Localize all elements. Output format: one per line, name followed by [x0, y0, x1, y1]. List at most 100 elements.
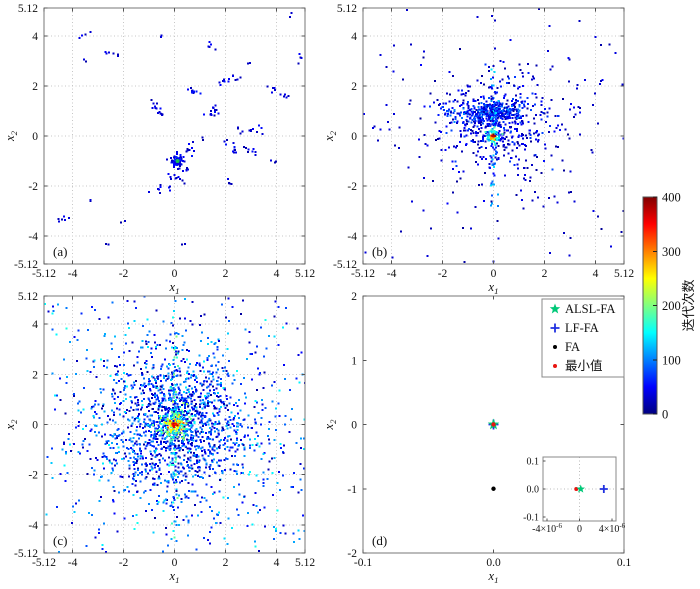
- y-tick-label: 0: [351, 420, 357, 432]
- subplot-corner-label: (c): [53, 533, 67, 548]
- colorbar-tick-label: 200: [662, 299, 681, 313]
- colorbar-tick-label: 0: [662, 408, 668, 422]
- colorbar-tick-label: 100: [662, 353, 681, 367]
- y-axis-label: x2: [3, 419, 19, 431]
- colorbar-axis-label: 迭代次数: [681, 279, 696, 331]
- x-tick-label: 0: [491, 268, 497, 280]
- inset-y-tick-label: 0.0: [527, 485, 540, 496]
- colorbar: 0 100 200 300 400 迭代次数: [642, 191, 696, 422]
- legend-box: [541, 298, 625, 378]
- x-axis-label: x1: [488, 569, 499, 585]
- dot-marker: [491, 486, 496, 491]
- y-tick-label: -5.12: [14, 259, 38, 271]
- y-tick-label: -2: [347, 548, 357, 560]
- x-tick-label: -4: [387, 268, 397, 280]
- x-tick-label: -5.12: [32, 268, 56, 280]
- y-tick-label: -2: [28, 470, 38, 482]
- x-tick-label: 2: [542, 268, 548, 280]
- y-tick-label: 1: [351, 355, 357, 367]
- scatter-points: [44, 296, 305, 553]
- y-tick-label: -4: [28, 520, 38, 532]
- y-tick-label: 4: [351, 31, 357, 43]
- y-tick-label: 5.12: [337, 3, 357, 15]
- x-tick-label: -5.12: [32, 557, 56, 569]
- x-tick-label: -2: [438, 268, 448, 280]
- x-axis-label: x1: [488, 280, 499, 296]
- plus-marker: [599, 485, 608, 493]
- inset-y-tick-label: -0.1: [523, 512, 539, 523]
- y-tick-label: 4: [32, 31, 38, 43]
- x-tick-label: 0.0: [486, 557, 501, 569]
- x-tick-label: -5.12: [351, 268, 375, 280]
- y-axis-label: x2: [322, 130, 338, 142]
- tick-marks: [43, 7, 306, 265]
- subplot-d: -0.1 0.0 0.1 2 1 0 -1 -2 x1 x2 (d) ALSL-FA LF-FA FA 最小…: [322, 291, 631, 585]
- x-tick-label: 4: [593, 268, 599, 280]
- dot-marker: [553, 345, 557, 349]
- y-tick-label: 0: [32, 420, 38, 432]
- plus-marker: [550, 323, 560, 333]
- y-tick-label: 2: [351, 81, 357, 93]
- x-tick-label: 0.1: [617, 557, 632, 569]
- x-tick-label: -4: [68, 557, 78, 569]
- y-tick-label: -5.12: [333, 259, 357, 271]
- scatter-points: [57, 12, 303, 246]
- y-tick-label: -1: [347, 484, 357, 496]
- y-tick-label: 2: [32, 369, 38, 381]
- x-tick-label: -4: [68, 268, 78, 280]
- inset-tick-marks: [543, 460, 613, 521]
- y-tick-label: 0: [351, 131, 357, 143]
- x-tick-label: 5.12: [614, 268, 634, 280]
- legend-item-label: FA: [565, 340, 580, 354]
- tick-marks: [43, 295, 306, 554]
- legend-item-label: ALSL-FA: [565, 302, 615, 316]
- y-axis-label: x2: [3, 130, 19, 142]
- inset-y-tick-label: 0.1: [527, 457, 540, 468]
- y-tick-label: -5.12: [14, 548, 38, 560]
- x-tick-label: 2: [223, 557, 229, 569]
- x-tick-label: 4: [274, 557, 280, 569]
- legend-item-label: 最小值: [565, 358, 603, 373]
- inset-x-tick-label: -4×10-6: [532, 522, 562, 535]
- y-tick-label: -2: [347, 181, 357, 193]
- x-tick-label: 4: [274, 268, 280, 280]
- subplot-c: -5.12 -4 -2 0 2 4 5.12 5.12 4 2 0 -2 -4 -5.12 x1 x2 (c): [3, 291, 315, 585]
- inset-x-tick-label: 0: [577, 524, 582, 535]
- legend-item-label: LF-FA: [565, 321, 599, 335]
- subplot-b: -5.12 -4 -2 0 2 4 5.12 5.12 4 2 0 -2 -4 -5.12 x1 x2 (b): [322, 3, 634, 296]
- x-tick-label: 0: [172, 557, 178, 569]
- gridlines: [44, 8, 305, 264]
- x-tick-label: 5.12: [295, 557, 315, 569]
- x-tick-label: 5.12: [295, 268, 315, 280]
- dot-marker: [175, 159, 180, 163]
- subplot-corner-label: (d): [372, 533, 387, 548]
- x-tick-label: -2: [119, 557, 129, 569]
- colorbar-tick-label: 300: [662, 245, 681, 259]
- x-tick-label: -2: [119, 268, 129, 280]
- star-marker: [576, 484, 585, 493]
- y-tick-label: 5.12: [18, 291, 38, 303]
- x-tick-label: 2: [223, 268, 229, 280]
- star-marker: [549, 303, 561, 314]
- x-tick-label: 0: [172, 268, 178, 280]
- tick-marks: [362, 7, 625, 265]
- x-tick-label: -0.1: [354, 557, 372, 569]
- y-tick-label: 5.12: [18, 3, 38, 15]
- subplot-corner-label: (a): [53, 244, 67, 259]
- x-axis-label: x1: [169, 569, 180, 585]
- dot-marker: [491, 422, 496, 427]
- colorbar-tick-label: 400: [662, 191, 681, 205]
- subplot-a: -5.12 -4 -2 0 2 4 5.12 5.12 4 2 0 -2 -4 -5.12 x1 x2 (a): [3, 3, 315, 296]
- y-tick-label: 4: [32, 319, 38, 331]
- y-tick-label: -4: [28, 231, 38, 243]
- y-tick-label: 2: [32, 81, 38, 93]
- y-tick-label: -2: [28, 181, 38, 193]
- y-tick-label: 2: [351, 291, 357, 303]
- y-tick-label: 0: [32, 131, 38, 143]
- inset-x-tick-label: 4×10-6: [599, 522, 626, 535]
- inset-plot: -4×10-6 0 4×10-6 0.1 0.0 -0.1: [523, 456, 626, 535]
- y-axis-label: x2: [322, 419, 338, 431]
- x-axis-label: x1: [169, 280, 180, 296]
